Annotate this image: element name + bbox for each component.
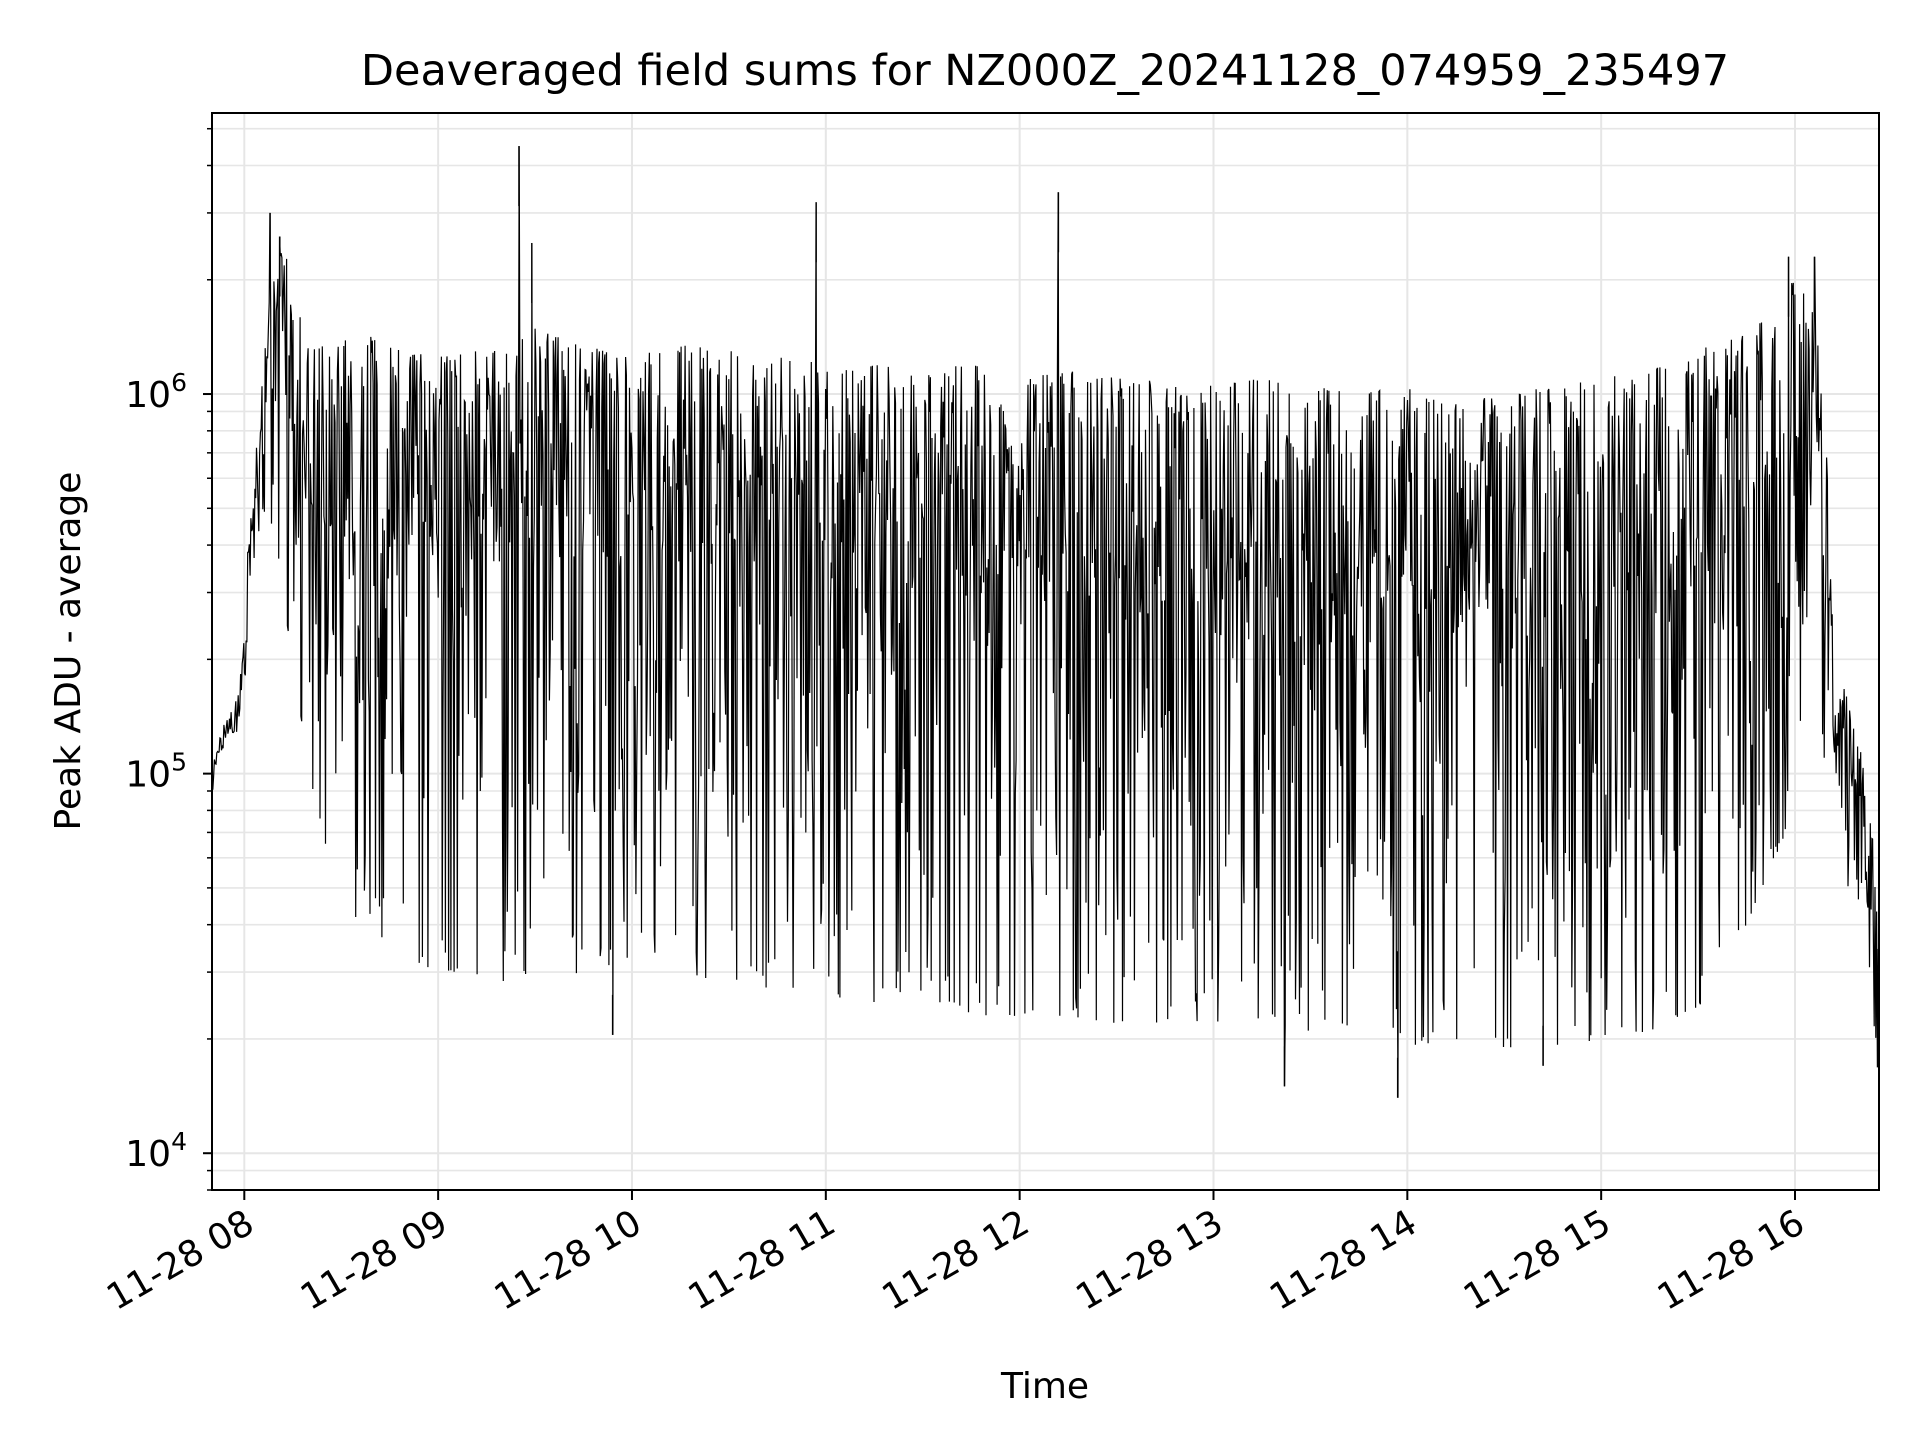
y-axis-label: Peak ADU - average: [48, 472, 89, 831]
y-tick-exponent: 6: [171, 368, 187, 397]
y-tick-label: 105: [125, 748, 187, 796]
y-tick-base: 10: [125, 755, 171, 796]
y-tick-base: 10: [125, 1134, 171, 1175]
x-axis-label: Time: [1000, 1366, 1089, 1407]
series-line: [211, 146, 1880, 1111]
y-tick-label: 106: [125, 368, 187, 416]
chart-title: Deaveraged field sums for NZ000Z_2024112…: [361, 46, 1729, 96]
y-tick-exponent: 4: [171, 1127, 187, 1156]
y-tick-label: 104: [125, 1127, 187, 1175]
y-tick-exponent: 5: [171, 748, 187, 777]
axes-frame: [211, 112, 1880, 1191]
y-tick-base: 10: [125, 375, 171, 416]
